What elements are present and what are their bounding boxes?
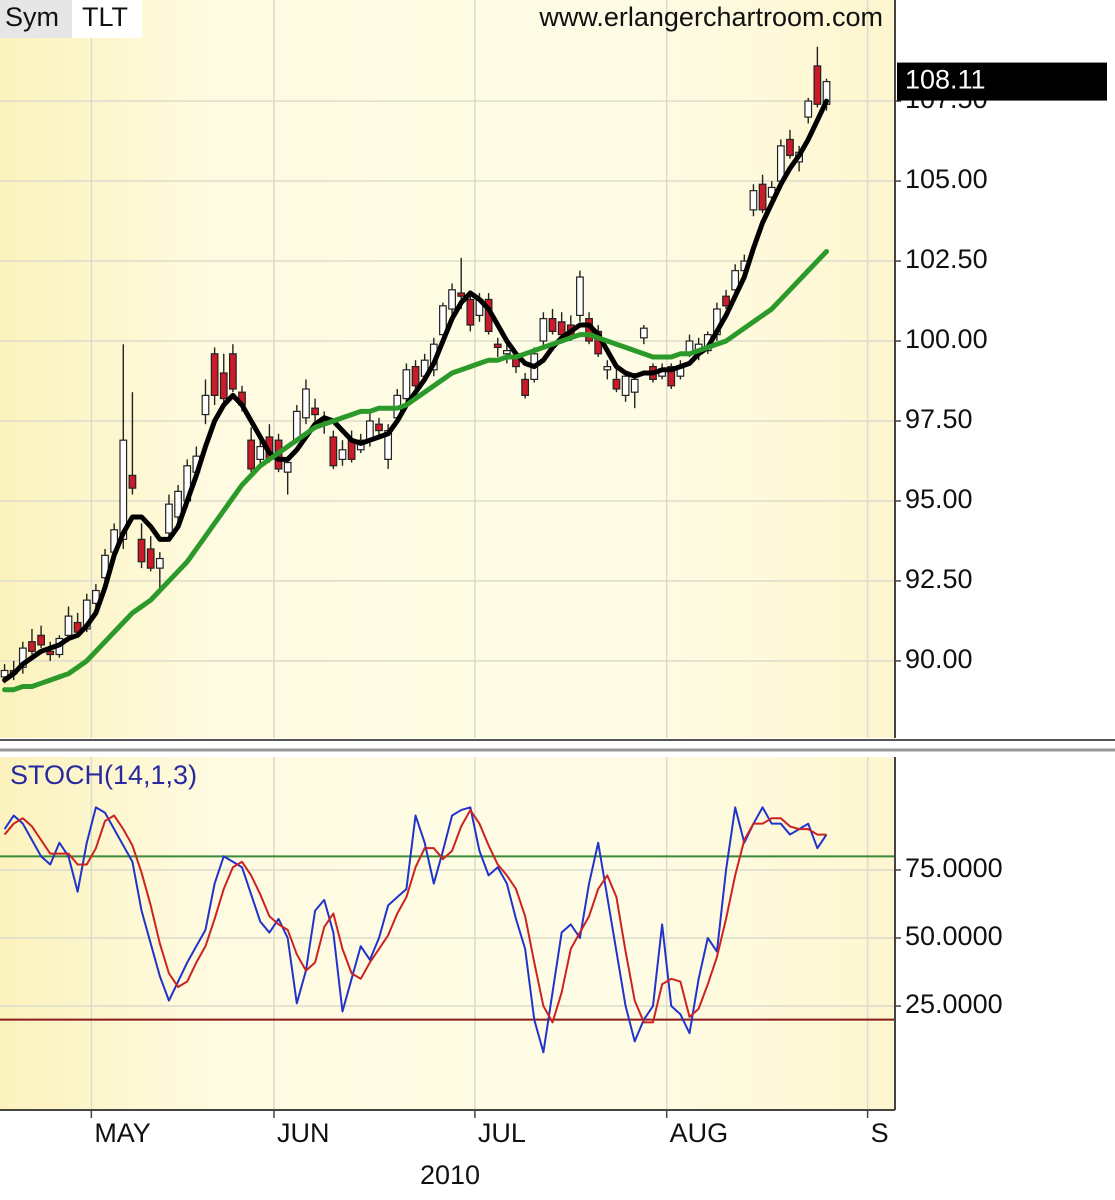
moving-average	[2, 248, 830, 693]
stoch-line	[3, 809, 827, 1024]
candle-body	[302, 388, 310, 419]
candle-body	[621, 375, 630, 396]
stoch-line	[3, 806, 828, 1054]
symbol: TLT	[82, 2, 128, 32]
candle-body	[146, 548, 155, 569]
last-price-box	[897, 62, 1107, 101]
candle-body	[283, 461, 292, 473]
symbol-label-bg	[0, 0, 72, 38]
candle-body	[338, 449, 347, 460]
candle-body	[667, 366, 676, 387]
candle-body	[493, 343, 502, 349]
x-axis-label: 2010	[420, 1160, 480, 1190]
candle-body	[402, 369, 411, 400]
candle-body	[749, 190, 758, 211]
price-panel	[0, 0, 895, 738]
candle-body	[165, 503, 173, 534]
candle-body	[64, 615, 73, 636]
candle-body	[411, 366, 420, 387]
candle-body	[219, 372, 228, 400]
candle-body	[247, 439, 256, 470]
y-tick-label: 95.00	[905, 484, 973, 514]
y-tick-label: 90.00	[905, 644, 973, 674]
x-tick-label: MAY	[94, 1118, 151, 1148]
y-tick-label: 97.50	[905, 404, 973, 434]
indicator-title: STOCH(14,1,3)	[10, 760, 197, 790]
y-tick-label: 105.00	[905, 164, 988, 194]
candle-body	[758, 183, 767, 211]
x-tick-label: AUG	[670, 1118, 729, 1148]
symbol-label: Sym	[5, 2, 59, 32]
y-tick-label: 25.0000	[905, 989, 1003, 1019]
candle-body	[722, 295, 730, 307]
y-tick-label: 100.00	[905, 324, 988, 354]
candle-body	[639, 327, 648, 339]
candle-body	[28, 641, 36, 652]
candle-body	[101, 554, 109, 579]
candle-body	[557, 321, 566, 336]
candle-body	[329, 436, 338, 467]
y-tick-label: 102.50	[905, 244, 988, 274]
candle-body	[311, 407, 319, 416]
symbol-bg	[72, 0, 142, 38]
candle-body	[630, 378, 639, 393]
y-tick-label: 92.50	[905, 564, 973, 594]
candle-body	[210, 353, 219, 396]
candle-body	[521, 378, 530, 396]
panel-divider	[0, 738, 1115, 757]
x-tick-label: JUL	[478, 1118, 526, 1148]
y-tick-label: 75.0000	[905, 853, 1003, 883]
x-tick-label: S	[871, 1118, 889, 1148]
candle-body	[731, 270, 740, 291]
candle-body	[155, 557, 164, 569]
candle-body	[612, 378, 621, 390]
candle-body	[548, 318, 557, 333]
candle-body	[375, 423, 383, 432]
stoch-panel	[0, 757, 895, 1110]
candle-body	[457, 292, 466, 297]
candle-body	[201, 394, 210, 416]
candle-body	[256, 445, 265, 460]
y-tick-label: 50.0000	[905, 921, 1003, 951]
candle-body	[539, 318, 548, 342]
source: www.erlangerchartroom.com	[538, 2, 883, 32]
x-tick-label: JUN	[277, 1118, 330, 1148]
candle-body	[228, 353, 237, 390]
candle-body	[813, 65, 822, 105]
candle-body	[174, 490, 182, 518]
candle-body	[128, 474, 137, 489]
candle-body	[502, 350, 511, 355]
candle-body	[603, 366, 612, 371]
candle-body	[137, 538, 146, 563]
candle-body	[448, 289, 456, 310]
candle-body	[786, 138, 794, 157]
candle-body	[804, 100, 813, 118]
candle-body	[46, 650, 55, 656]
candle-body	[0, 669, 9, 678]
last-price-label: 108.11	[905, 65, 986, 95]
candle-body	[37, 634, 45, 646]
candle-body	[466, 298, 475, 326]
candle-body	[576, 276, 584, 317]
moving-average	[2, 98, 830, 683]
